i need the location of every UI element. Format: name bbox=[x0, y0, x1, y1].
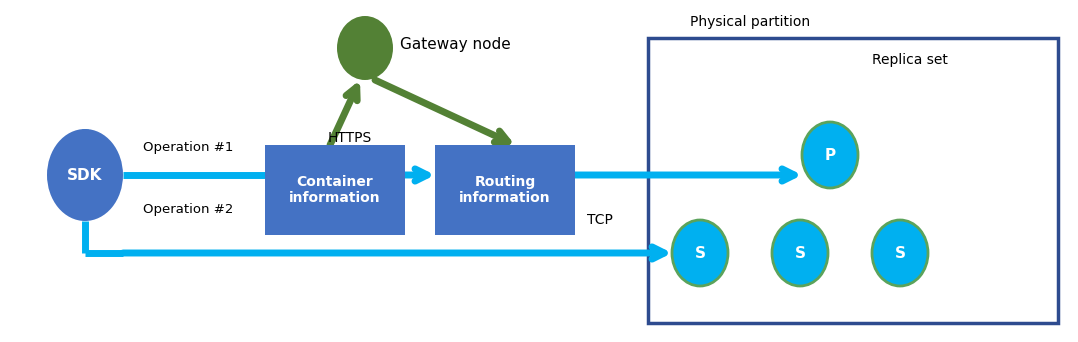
Ellipse shape bbox=[772, 220, 828, 286]
Text: HTTPS: HTTPS bbox=[328, 131, 372, 145]
Text: TCP: TCP bbox=[588, 213, 613, 227]
Text: Operation #2: Operation #2 bbox=[142, 203, 233, 216]
Text: SDK: SDK bbox=[67, 168, 102, 183]
Text: Replica set: Replica set bbox=[872, 53, 948, 67]
Ellipse shape bbox=[337, 16, 393, 80]
Text: Routing
information: Routing information bbox=[459, 175, 551, 205]
Text: S: S bbox=[895, 246, 906, 261]
Text: S: S bbox=[694, 246, 705, 261]
Text: Physical partition: Physical partition bbox=[690, 15, 810, 29]
Ellipse shape bbox=[872, 220, 928, 286]
Ellipse shape bbox=[47, 129, 123, 221]
Ellipse shape bbox=[672, 220, 728, 286]
Text: P: P bbox=[825, 147, 835, 162]
Ellipse shape bbox=[802, 122, 858, 188]
Bar bbox=[265, 145, 405, 235]
Bar bbox=[648, 38, 1058, 323]
Text: Container
information: Container information bbox=[289, 175, 381, 205]
Bar bbox=[436, 145, 575, 235]
Text: Operation #1: Operation #1 bbox=[142, 142, 233, 155]
Text: S: S bbox=[794, 246, 805, 261]
Text: Gateway node: Gateway node bbox=[400, 38, 511, 53]
